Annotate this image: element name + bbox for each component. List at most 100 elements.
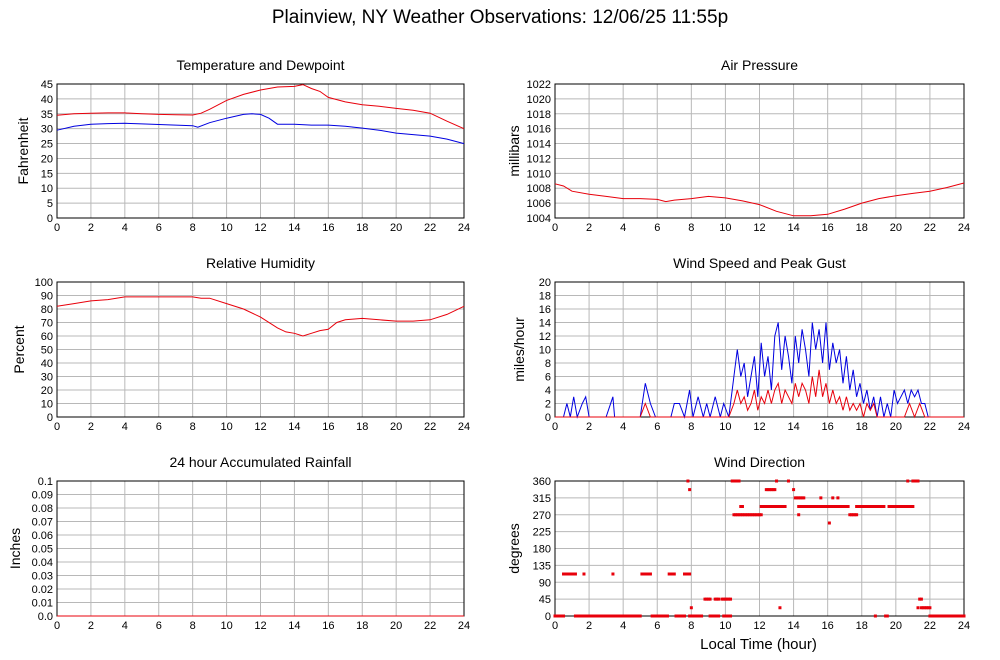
data-point xyxy=(923,606,927,610)
x-tick-label: 18 xyxy=(856,421,868,433)
data-point xyxy=(802,505,806,508)
data-point xyxy=(795,496,799,500)
data-point xyxy=(841,505,845,508)
data-point xyxy=(885,614,889,618)
grid xyxy=(56,281,465,418)
y-tick-label: 0.1 xyxy=(38,476,53,488)
data-point xyxy=(829,505,833,508)
data-point xyxy=(669,572,673,576)
data-point xyxy=(916,479,920,483)
series-line xyxy=(554,182,965,217)
data-point xyxy=(804,505,808,508)
y-tick-label: 135 xyxy=(533,560,551,572)
data-point xyxy=(580,614,584,618)
data-point xyxy=(921,606,925,610)
data-point xyxy=(662,614,666,618)
data-point xyxy=(613,614,617,618)
x-tick-label: 10 xyxy=(220,421,232,433)
data-point xyxy=(771,505,775,508)
data-point xyxy=(913,479,917,483)
data-point xyxy=(797,513,801,517)
x-tick-label: 4 xyxy=(122,222,128,234)
data-point xyxy=(928,606,932,610)
data-point xyxy=(773,505,777,508)
data-point xyxy=(737,479,741,483)
data-point xyxy=(713,597,717,601)
data-point xyxy=(850,513,854,517)
data-point xyxy=(715,597,719,601)
data-point xyxy=(860,505,864,508)
y-tick-label: 100 xyxy=(35,277,53,289)
data-point xyxy=(856,505,860,508)
data-point xyxy=(700,614,704,618)
data-point xyxy=(747,513,751,517)
y-tick-label: 20 xyxy=(41,153,53,165)
y-tick-label: 1018 xyxy=(527,109,551,121)
data-point xyxy=(846,505,850,508)
data-point xyxy=(729,597,733,601)
y-axis-label: degrees xyxy=(506,523,522,574)
data-point xyxy=(899,505,903,508)
plot-frame xyxy=(554,281,965,418)
data-point xyxy=(735,513,739,517)
data-point xyxy=(962,614,966,618)
data-point xyxy=(890,505,894,508)
data-point xyxy=(918,597,922,601)
data-point xyxy=(616,614,620,618)
y-tick-label: 12 xyxy=(539,331,551,343)
data-point xyxy=(945,614,949,618)
data-point xyxy=(759,513,763,517)
data-point xyxy=(843,505,847,508)
data-point xyxy=(766,488,770,492)
data-point xyxy=(590,614,594,618)
data-point xyxy=(892,505,896,508)
y-axis-label: Fahrenheit xyxy=(15,117,31,184)
data-point xyxy=(573,614,577,618)
y-tick-label: 25 xyxy=(41,139,53,151)
data-point xyxy=(776,505,780,508)
data-point xyxy=(797,505,801,508)
x-tick-label: 0 xyxy=(54,620,60,632)
data-point xyxy=(686,572,690,576)
data-point xyxy=(896,505,900,508)
data-point xyxy=(882,505,886,508)
data-point xyxy=(907,505,911,508)
x-tick-label: 8 xyxy=(688,620,694,632)
data-point xyxy=(732,513,736,517)
data-point xyxy=(594,614,598,618)
y-tick-label: 45 xyxy=(41,79,53,91)
y-tick-label: 2 xyxy=(545,399,551,411)
data-point xyxy=(589,614,593,618)
data-point xyxy=(698,614,702,618)
y-tick-label: 45 xyxy=(539,594,551,606)
y-axis-label: millibars xyxy=(506,125,522,176)
data-point xyxy=(855,505,859,508)
data-point xyxy=(706,597,710,601)
x-tick-label: 22 xyxy=(924,620,936,632)
data-point xyxy=(734,513,738,517)
x-tick-label: 6 xyxy=(654,222,660,234)
data-point xyxy=(931,614,935,618)
data-point xyxy=(752,513,756,517)
data-point xyxy=(805,505,809,508)
chart-title: Temperature and Dewpoint xyxy=(176,57,344,73)
data-point xyxy=(953,614,957,618)
data-point xyxy=(761,505,765,508)
x-tick-label: 14 xyxy=(787,222,799,234)
data-point xyxy=(948,614,952,618)
x-tick-label: 12 xyxy=(254,620,266,632)
data-point xyxy=(814,505,818,508)
x-tick-label: 22 xyxy=(424,222,436,234)
x-tick-label: 22 xyxy=(924,421,936,433)
data-point xyxy=(865,505,869,508)
y-tick-label: 1022 xyxy=(527,79,551,91)
y-tick-label: 0.02 xyxy=(32,584,53,596)
data-point xyxy=(792,488,796,492)
data-point xyxy=(812,505,816,508)
page-title: Plainview, NY Weather Observations: 12/0… xyxy=(271,7,729,28)
data-point xyxy=(959,614,963,618)
data-point xyxy=(780,505,784,508)
data-point xyxy=(587,614,591,618)
